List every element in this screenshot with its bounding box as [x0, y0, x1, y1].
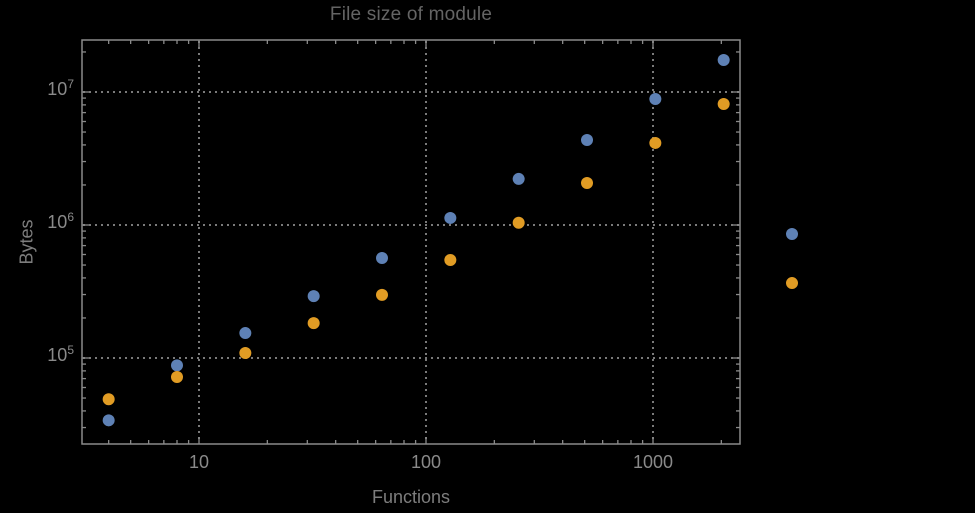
data-point-blue [307, 290, 320, 303]
data-point-orange [581, 176, 594, 189]
data-point-orange [444, 253, 457, 266]
data-point-blue [376, 251, 389, 264]
data-point-blue [581, 133, 594, 146]
data-point-blue [102, 414, 115, 427]
data-point-orange [102, 393, 115, 406]
data-point-blue [717, 54, 730, 67]
data-point-blue [171, 359, 184, 372]
data-point-blue [444, 211, 457, 224]
data-point-orange [376, 288, 389, 301]
data-point-blue [512, 172, 525, 185]
data-point-orange [239, 347, 252, 360]
data-point-blue [786, 227, 799, 240]
x-axis-title: Functions [371, 487, 451, 507]
data-point-orange [307, 317, 320, 330]
data-point-orange [786, 277, 799, 290]
data-point-orange [717, 97, 730, 110]
y-tick-label: 105 [47, 343, 74, 365]
x-tick-label: 10 [188, 452, 210, 472]
data-point-orange [512, 216, 525, 229]
data-point-orange [649, 136, 662, 149]
y-tick-label: 106 [47, 210, 74, 232]
data-point-orange [171, 370, 184, 383]
chart-title: File size of module [329, 4, 493, 25]
plot-frame [81, 39, 741, 445]
data-point-blue [649, 92, 662, 105]
y-tick-label: 107 [47, 77, 74, 99]
data-point-blue [239, 327, 252, 340]
x-tick-label: 1000 [632, 452, 674, 472]
x-tick-label: 100 [410, 452, 442, 472]
